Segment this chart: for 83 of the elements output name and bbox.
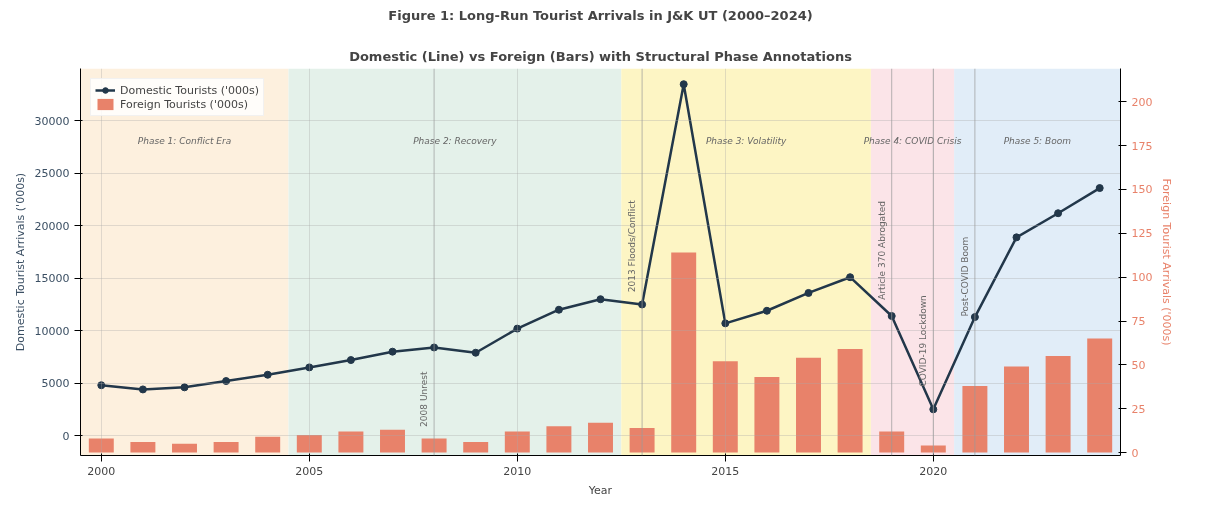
ref-line-label: 2008 Unrest: [419, 371, 430, 427]
point: [138, 385, 147, 394]
x-tick-label: 2020: [919, 464, 948, 478]
point: [596, 295, 605, 304]
y-tick-label: 10000: [34, 324, 70, 338]
chart-title: Figure 1: Long-Run Tourist Arrivals in J&K UT (2000–2024): [388, 7, 813, 23]
point: [1012, 233, 1021, 242]
bar: [1004, 366, 1029, 453]
bar: [130, 442, 156, 453]
y2-tick-label: 200: [1131, 95, 1153, 109]
bar: [463, 442, 489, 453]
bar: [920, 445, 946, 453]
bar: [504, 431, 530, 453]
y2-tick-label: 150: [1131, 183, 1153, 197]
point: [346, 356, 355, 365]
point: [222, 377, 231, 386]
point: [1054, 209, 1063, 218]
bar: [671, 252, 697, 453]
point: [721, 319, 730, 328]
point: [804, 288, 813, 297]
x-axis-title: Year: [587, 483, 613, 497]
point: [305, 363, 314, 372]
bar: [629, 427, 655, 453]
bar: [754, 377, 780, 453]
band-label: Phase 5: Boom: [1003, 135, 1072, 146]
point: [388, 347, 397, 356]
point: [554, 305, 563, 314]
bar: [172, 443, 197, 453]
chart-subtitle: Domestic (Line) vs Foreign (Bars) with Structural Phase Annotations: [349, 48, 853, 64]
y-tick-label: 30000: [34, 114, 70, 128]
bar: [1087, 338, 1113, 453]
point: [180, 383, 189, 392]
bar: [380, 429, 405, 453]
legend-label: Foreign Tourists ('000s): [120, 97, 248, 111]
band-label: Phase 1: Conflict Era: [137, 135, 232, 146]
y2-axis-title: Foreign Tourist Arrivals ('000s): [1160, 178, 1174, 346]
bar: [88, 438, 114, 453]
x-tick-label: 2015: [711, 464, 740, 478]
ref-line-label: 2013 Floods/Conflict: [627, 199, 638, 293]
y2-tick-label: 125: [1131, 227, 1153, 241]
bar: [421, 438, 447, 453]
bar: [962, 385, 988, 453]
band-label: Phase 3: Volatility: [705, 135, 787, 146]
y2-tick-label: 75: [1131, 315, 1146, 329]
y-axis-title: Domestic Tourist Arrivals ('000s): [13, 172, 27, 352]
y-tick-label: 25000: [34, 167, 70, 181]
ref-line-label: COVID-19 Lockdown: [918, 295, 929, 387]
bar: [1045, 356, 1071, 453]
y2-tick-label: 25: [1131, 402, 1146, 416]
band-label: Phase 4: COVID Crisis: [863, 135, 962, 146]
band-label: Phase 2: Recovery: [413, 135, 498, 146]
point: [762, 306, 771, 315]
bar: [588, 422, 613, 453]
bar: [296, 434, 322, 453]
ref-line-label: Article 370 Abrogated: [876, 201, 887, 300]
bar: [255, 436, 281, 453]
y-tick-label: 20000: [34, 219, 70, 233]
y2-tick-label: 100: [1131, 271, 1153, 285]
y2-tick-label: 175: [1131, 139, 1153, 153]
y2-tick-label: 0: [1131, 446, 1139, 460]
bar: [712, 361, 738, 453]
ref-line-label: Post-COVID Boom: [959, 236, 970, 317]
y-tick-label: 5000: [41, 377, 70, 391]
point: [513, 324, 522, 333]
bar: [837, 349, 863, 453]
x-tick-label: 2005: [295, 464, 324, 478]
legend-label: Domestic Tourists ('000s): [120, 83, 260, 97]
bar: [338, 431, 364, 453]
y-tick-label: 0: [62, 429, 70, 443]
point: [97, 381, 106, 390]
bar: [879, 431, 905, 453]
x-tick-label: 2000: [87, 464, 116, 478]
point: [471, 348, 480, 357]
x-tick-label: 2010: [503, 464, 532, 478]
bar: [796, 357, 821, 453]
y-tick-label: 15000: [34, 272, 70, 286]
y2-tick-label: 50: [1131, 358, 1146, 372]
point: [679, 80, 688, 89]
point: [263, 370, 272, 379]
point: [846, 273, 855, 282]
bar: [213, 442, 239, 453]
bar: [546, 426, 572, 453]
point: [1095, 184, 1104, 193]
